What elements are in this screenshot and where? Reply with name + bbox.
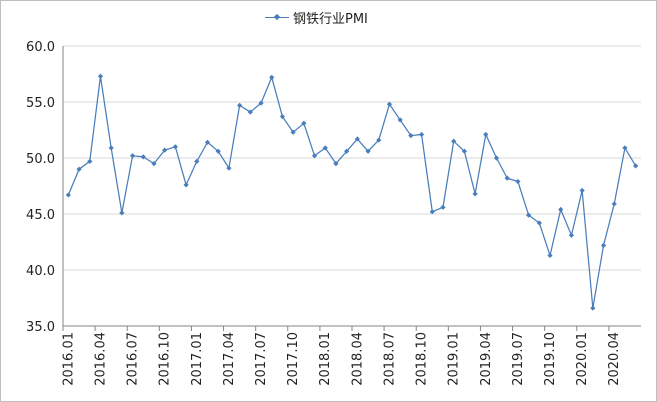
data-point <box>622 145 628 151</box>
data-point <box>386 101 393 107</box>
data-point <box>493 155 500 161</box>
data-point <box>579 187 585 194</box>
data-point <box>429 209 435 215</box>
data-point <box>515 178 521 185</box>
y-tick-label: 45.0 <box>26 208 55 223</box>
data-point <box>461 148 467 154</box>
data-point <box>194 158 200 164</box>
x-tick-label: 2016.01 <box>61 332 76 386</box>
data-point <box>633 163 639 169</box>
data-point <box>204 139 211 145</box>
x-tick-label: 2016.04 <box>93 332 108 386</box>
x-tick-label: 2019.04 <box>479 332 494 386</box>
data-point <box>483 131 489 138</box>
data-point <box>172 144 178 150</box>
x-tick-label: 2019.01 <box>447 332 462 386</box>
data-point <box>279 113 286 120</box>
x-tick-label: 2018.07 <box>382 332 397 386</box>
x-tick-label: 2019.10 <box>543 332 558 386</box>
y-tick-label: 50.0 <box>26 152 55 167</box>
data-point <box>547 252 553 259</box>
data-point <box>536 220 542 226</box>
legend-series-name: 钢铁行业PMI <box>293 11 368 27</box>
data-point <box>526 212 532 218</box>
x-tick-label: 2016.10 <box>158 332 173 386</box>
data-point <box>611 201 617 207</box>
data-point <box>376 137 382 143</box>
legend: 钢铁行业PMI <box>265 8 368 27</box>
data-point <box>258 100 264 106</box>
data-point <box>151 161 157 167</box>
data-point <box>311 153 318 159</box>
data-point <box>440 204 446 210</box>
data-point <box>451 138 457 144</box>
data-point <box>600 242 607 248</box>
data-point <box>504 175 510 181</box>
x-tick-label: 2017.07 <box>254 332 269 386</box>
data-point <box>397 117 403 123</box>
data-point <box>119 210 125 216</box>
data-point <box>129 153 136 159</box>
x-tick-label: 2016.07 <box>126 332 141 386</box>
data-point <box>590 305 596 311</box>
data-point <box>472 191 478 197</box>
x-tick-label: 2017.10 <box>286 332 301 386</box>
data-point <box>322 145 328 151</box>
data-point <box>183 182 189 188</box>
x-tick-label: 2020.01 <box>575 332 590 386</box>
x-tick-label: 2018.01 <box>318 332 333 386</box>
y-tick-label: 55.0 <box>26 96 55 111</box>
data-point <box>65 192 71 198</box>
data-point <box>87 158 93 164</box>
x-tick-label: 2020.04 <box>607 332 622 386</box>
data-point <box>365 148 371 154</box>
data-point <box>290 129 296 135</box>
data-point <box>408 133 414 139</box>
y-tick-label: 40.0 <box>26 264 55 279</box>
data-point <box>162 147 168 153</box>
data-point <box>140 154 146 160</box>
data-point <box>558 206 564 213</box>
y-tick-label: 35.0 <box>26 320 55 335</box>
x-tick-label: 2019.07 <box>511 332 526 386</box>
data-point <box>76 166 82 172</box>
data-point <box>354 136 360 142</box>
data-point <box>418 131 425 138</box>
data-point <box>237 102 243 108</box>
data-point <box>247 109 253 115</box>
data-point <box>215 148 221 154</box>
x-tick-label: 2018.10 <box>415 332 430 386</box>
series-line <box>67 75 637 309</box>
data-point <box>97 73 104 79</box>
y-tick-label: 60.0 <box>26 40 55 55</box>
data-point <box>301 120 307 126</box>
data-point <box>226 165 232 171</box>
data-point <box>344 148 350 154</box>
data-point <box>269 74 275 80</box>
legend-line-marker-icon <box>265 10 289 24</box>
data-point <box>108 145 114 151</box>
x-tick-label: 2018.04 <box>350 332 365 386</box>
data-point <box>333 161 339 167</box>
x-tick-label: 2017.01 <box>190 332 205 386</box>
x-tick-label: 2017.04 <box>222 332 237 386</box>
data-point <box>568 232 575 238</box>
